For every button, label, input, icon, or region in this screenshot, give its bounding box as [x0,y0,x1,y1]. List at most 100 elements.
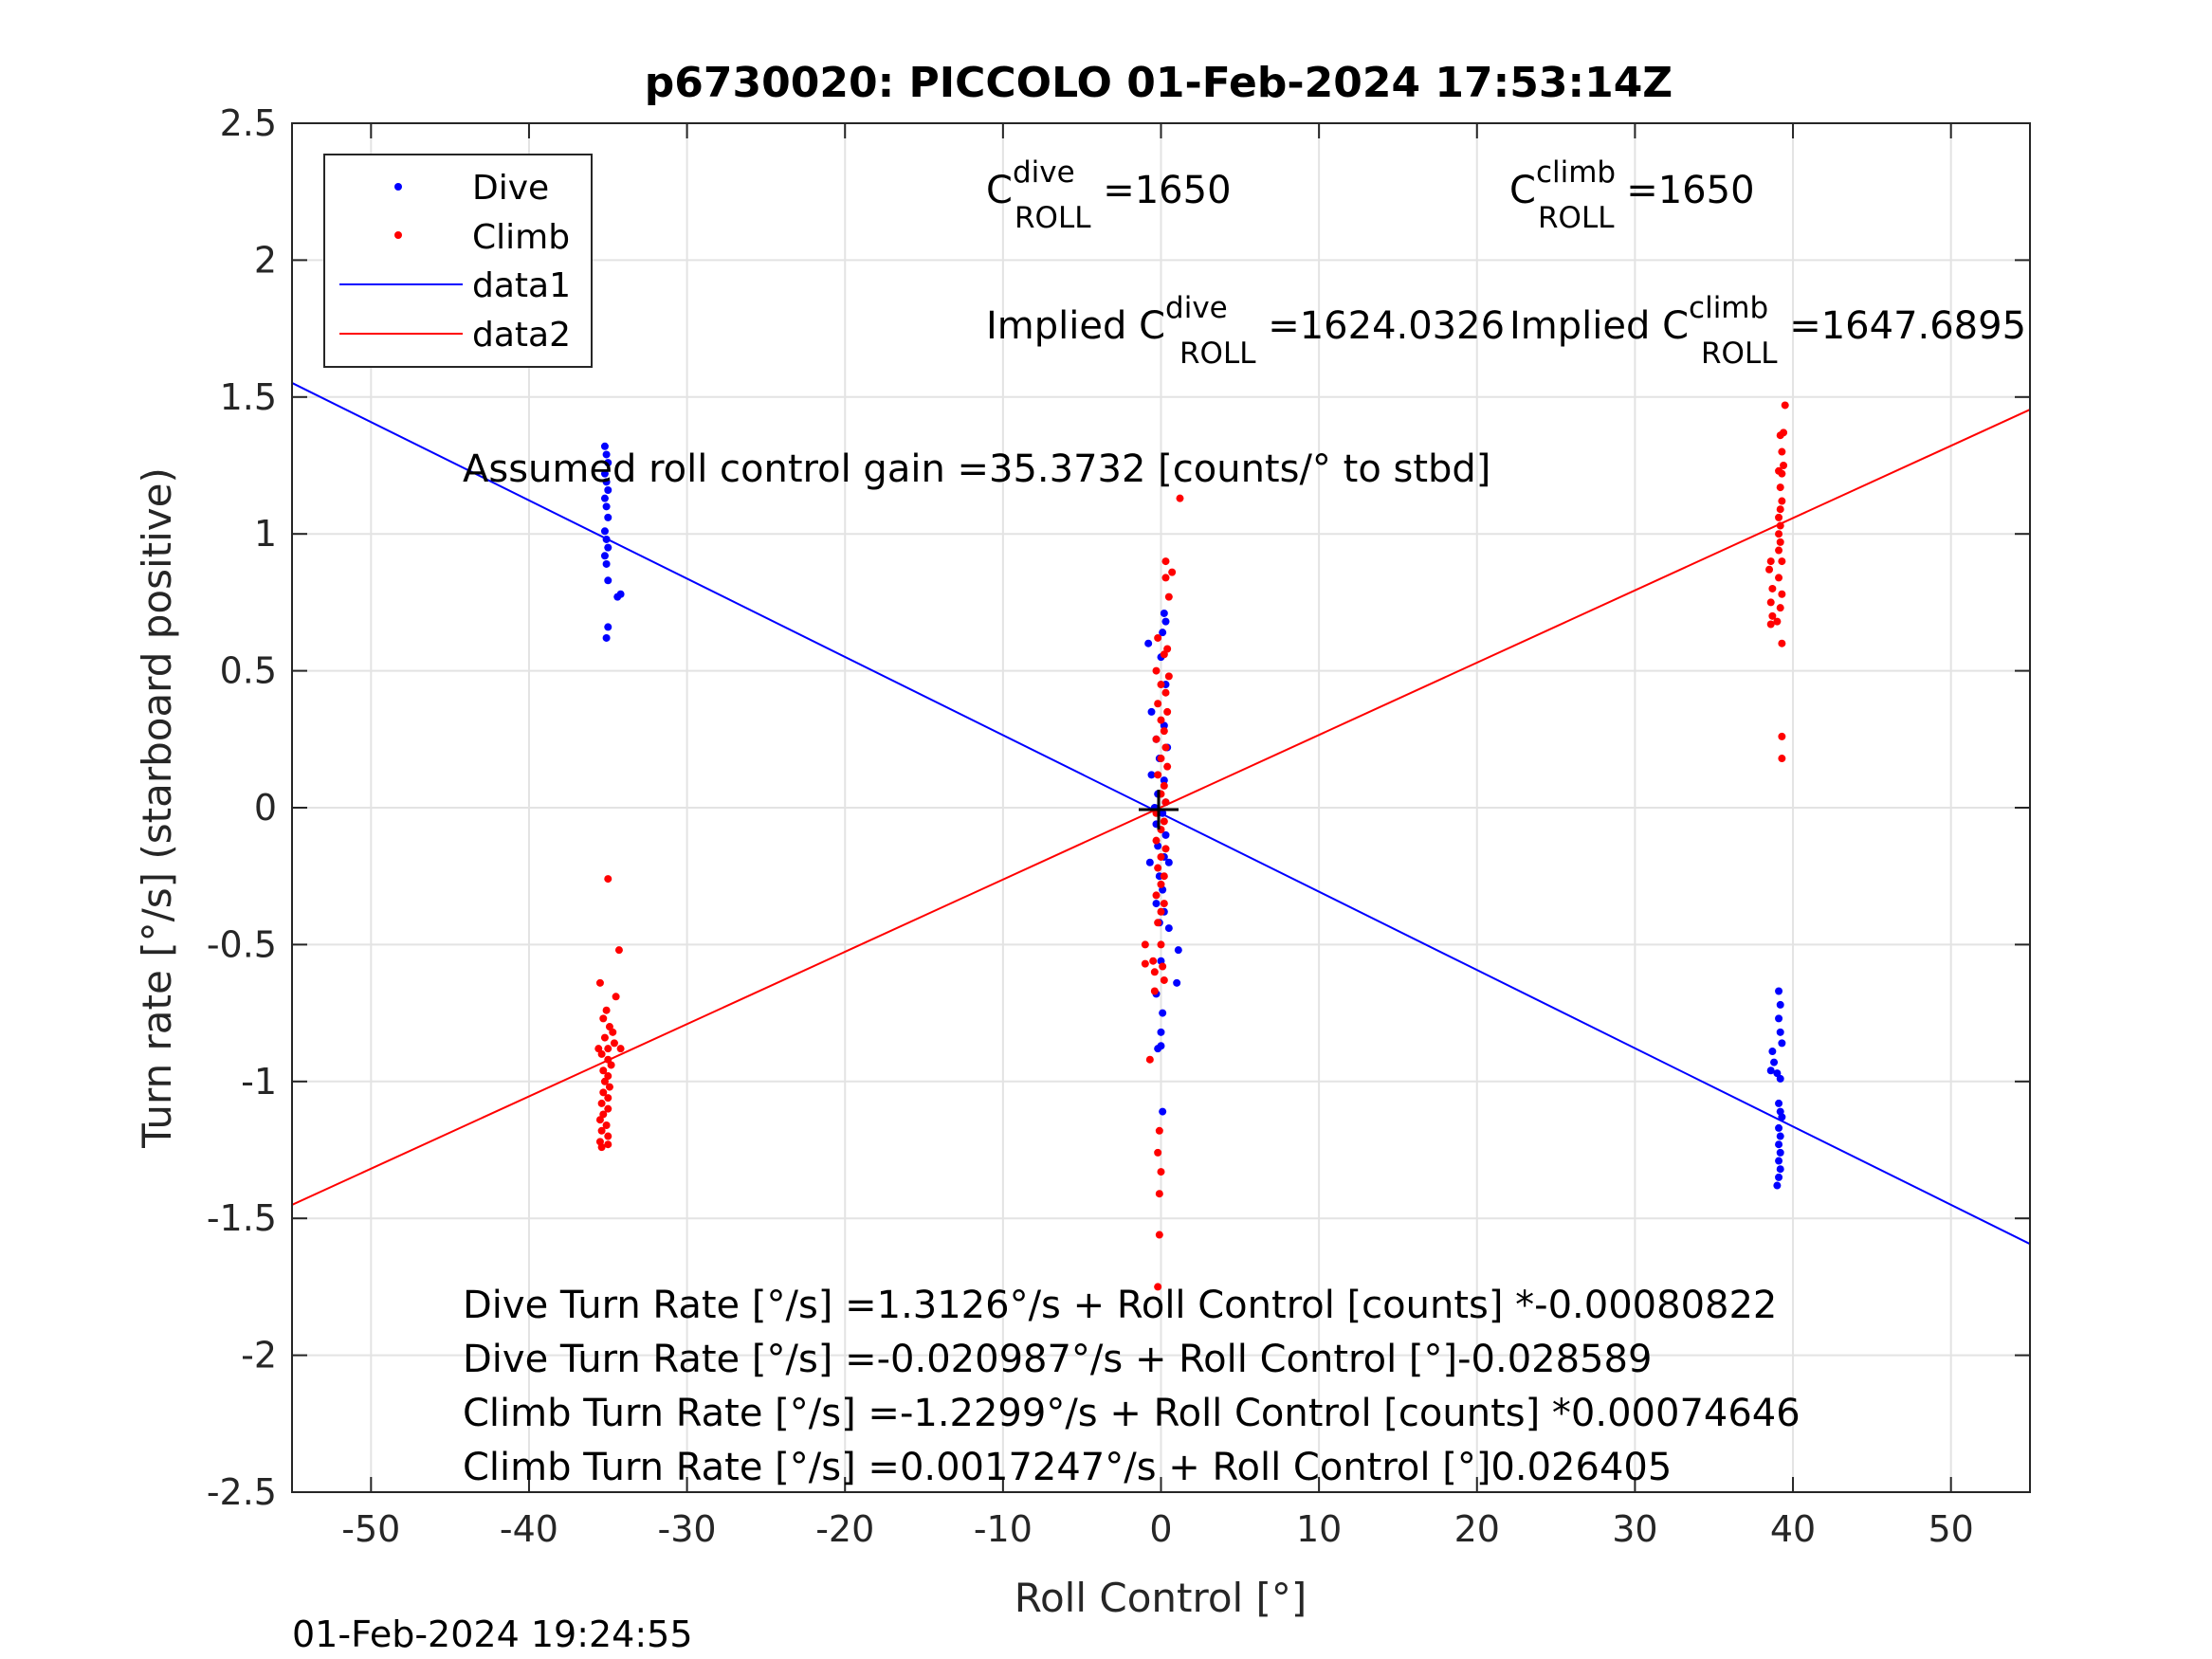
point-climb [1154,919,1162,927]
point-climb [605,1023,613,1031]
point-dive [1159,1107,1167,1116]
point-dive [1160,609,1168,617]
point-climb [1161,574,1170,582]
x-tick-label: 40 [1770,1508,1816,1550]
point-dive [1770,1058,1779,1066]
point-climb [1152,891,1161,900]
point-climb [1150,987,1159,995]
point-climb [1157,1168,1165,1176]
point-dive [1773,1181,1782,1190]
point-dive [1160,776,1168,785]
legend-box [323,154,593,368]
equation-dive-counts: Dive Turn Rate [°/s] =1.3126°/s + Roll C… [463,1284,1777,1327]
y-tick-label: -1 [241,1061,277,1103]
equation-dive-degrees: Dive Turn Rate [°/s] =-0.020987°/s + Rol… [463,1338,1652,1381]
point-climb [1157,940,1165,949]
y-tick-label: 1.5 [220,376,277,418]
point-climb [1775,530,1783,538]
point-climb [1160,781,1168,790]
point-dive [604,513,612,521]
point-climb [1768,611,1777,620]
point-climb [1775,574,1783,582]
y-tick-label: 0.5 [220,650,277,692]
point-dive [1775,987,1783,995]
point-dive [602,450,611,459]
point-dive [1161,830,1170,839]
point-climb [604,1072,612,1081]
point-climb [1781,401,1789,410]
x-tick-label: -40 [500,1508,558,1550]
chart-title: p6730020: PICCOLO 01-Feb-2024 17:53:14Z [645,59,1673,107]
point-climb [1164,592,1173,601]
legend-dive-label: Dive [472,169,549,208]
point-dive [604,576,612,585]
point-climb [1163,707,1172,716]
point-dive [1164,858,1173,866]
point-climb [597,1099,606,1107]
point-dive [1775,1173,1783,1181]
point-climb [1161,845,1170,853]
point-climb [1780,462,1788,469]
point-dive [1159,1009,1167,1017]
point-dive [600,442,609,450]
point-climb [1778,497,1786,505]
y-tick-label: -2.5 [207,1471,277,1513]
point-dive [600,494,609,502]
point-climb [1157,716,1165,724]
x-tick-label: 0 [1149,1508,1172,1550]
point-dive [602,502,611,511]
point-dive [602,535,611,543]
annotation-roll-gain: Assumed roll control gain =35.3732 [coun… [463,447,1490,491]
point-climb [1768,584,1777,592]
point-climb [597,1126,606,1135]
point-climb [1773,617,1782,626]
point-climb [1163,645,1172,653]
point-dive [1775,1099,1783,1107]
point-climb [604,1132,612,1140]
point-climb [1154,633,1162,642]
point-climb [1145,1055,1154,1064]
point-climb [1160,727,1168,736]
point-climb [599,1014,608,1023]
point-dive [1147,771,1156,779]
annotation-c-climb: Cclimb ROLL =1650 [1509,155,1755,235]
point-dive [1164,924,1173,933]
y-tick-label: -0.5 [207,923,277,965]
point-dive [1159,809,1167,817]
point-climb [1152,735,1161,743]
point-dive [602,478,611,486]
point-climb [597,1049,606,1058]
point-dive [1161,617,1170,626]
point-dive [1159,629,1167,637]
point-climb [1157,907,1165,916]
point-climb [1766,598,1775,607]
annotation-implied-climb: Implied Cclimb ROLL =1647.6895 [1509,291,2026,371]
point-dive [1778,1039,1786,1048]
point-climb [602,1006,611,1014]
point-climb [1161,557,1170,566]
point-climb [610,1039,618,1048]
point-climb [1778,590,1786,598]
point-climb [616,1045,625,1053]
point-climb [1163,762,1172,771]
point-climb [1176,494,1184,502]
point-climb [1776,483,1784,492]
y-tick-label: 1 [254,513,277,555]
point-climb [1161,798,1170,807]
point-dive [1776,1165,1784,1174]
point-dive [602,559,611,568]
point-dive [600,552,609,560]
point-climb [599,1110,608,1119]
point-climb [1141,959,1149,968]
point-climb [1157,880,1165,888]
point-climb [1154,1283,1162,1291]
point-climb [1154,864,1162,872]
point-climb [1161,743,1170,752]
point-climb [604,1045,612,1053]
point-climb [1152,836,1161,845]
point-dive [1775,1123,1783,1132]
point-dive [1775,1157,1783,1165]
point-climb [1168,568,1177,576]
point-climb [1160,900,1168,908]
point-climb [1160,975,1168,984]
